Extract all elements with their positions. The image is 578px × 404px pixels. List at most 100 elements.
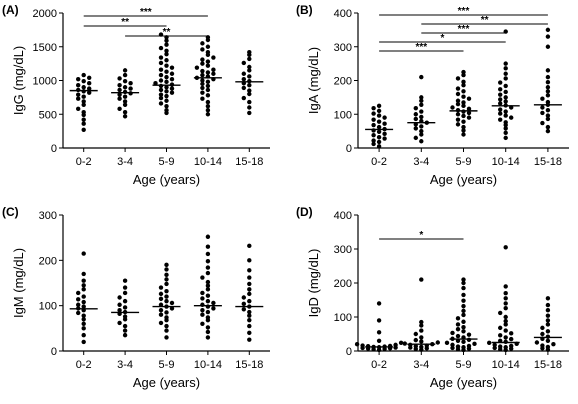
data-point <box>158 95 164 101</box>
x-tick-label: 5-9 <box>159 359 175 371</box>
data-point <box>371 122 376 128</box>
data-point <box>455 316 461 321</box>
y-tick-label: 300 <box>334 244 352 256</box>
x-tick-label: 0-2 <box>371 156 387 168</box>
x-tick-label: 10-14 <box>194 359 222 371</box>
data-point <box>540 120 545 126</box>
data-point <box>76 297 81 302</box>
data-point <box>461 119 466 124</box>
data-point <box>158 92 164 97</box>
data-point <box>205 279 211 285</box>
data-point <box>164 335 169 340</box>
data-point <box>81 271 86 277</box>
data-point <box>122 78 128 84</box>
data-point <box>158 87 164 93</box>
data-point <box>205 265 211 270</box>
data-point <box>509 115 514 120</box>
data-point <box>540 331 545 337</box>
data-point <box>81 299 86 305</box>
data-point <box>81 287 86 292</box>
data-point <box>205 99 211 105</box>
x-tick-label: 3-4 <box>117 156 133 168</box>
data-point <box>545 113 551 118</box>
data-point <box>371 132 376 138</box>
data-point <box>503 328 508 333</box>
data-point <box>247 313 252 318</box>
data-point <box>122 68 128 73</box>
data-point <box>205 59 211 64</box>
data-point <box>241 76 246 82</box>
data-point <box>461 303 466 309</box>
data-point <box>413 105 418 111</box>
data-point <box>205 293 211 298</box>
panel-2: (B) 0 100 200 300 400 0-2 3-4 5-9 10-14 15-18 Age (… <box>296 3 569 187</box>
data-point <box>81 85 86 90</box>
data-point <box>164 281 169 287</box>
y-tick-label: 0 <box>51 143 57 155</box>
significance-label: ** <box>481 15 489 26</box>
data-point <box>117 83 122 88</box>
y-tick-label: 100 <box>39 301 57 313</box>
data-point <box>545 99 551 105</box>
data-point <box>371 117 376 122</box>
data-point <box>169 76 175 82</box>
data-point <box>419 339 424 344</box>
data-point <box>247 268 252 273</box>
data-point <box>205 329 211 335</box>
data-point <box>545 44 551 49</box>
data-point <box>466 332 472 337</box>
data-point <box>158 60 164 66</box>
panel-label: (C) <box>2 205 19 219</box>
data-point <box>81 102 86 108</box>
data-point <box>247 99 252 105</box>
data-point <box>376 301 382 306</box>
data-point <box>498 97 503 102</box>
data-point <box>419 109 424 114</box>
y-tick-label: 400 <box>334 8 352 20</box>
data-point <box>81 339 86 345</box>
data-point <box>376 113 382 118</box>
data-point <box>164 328 169 333</box>
data-point <box>419 124 424 129</box>
data-point <box>455 86 461 91</box>
data-point <box>164 74 169 80</box>
x-tick-label: 10-14 <box>492 359 520 371</box>
data-point <box>200 47 205 52</box>
data-point <box>158 67 164 72</box>
x-tick-label: 15-18 <box>534 156 562 168</box>
data-point <box>382 131 387 137</box>
data-point <box>122 323 128 329</box>
data-point <box>503 83 508 89</box>
data-point <box>503 291 508 296</box>
data-point <box>503 335 508 340</box>
data-point <box>169 71 175 76</box>
data-point <box>194 65 200 70</box>
data-point <box>200 85 205 91</box>
x-tick-label: 10-14 <box>194 156 222 168</box>
x-axis-title: Age (years) <box>133 172 200 187</box>
data-point <box>419 74 424 80</box>
x-tick-label: 15-18 <box>235 359 263 371</box>
data-point <box>455 98 461 103</box>
data-point <box>376 108 382 114</box>
data-point <box>158 308 164 313</box>
data-point <box>205 315 211 320</box>
data-point <box>241 295 246 300</box>
data-point <box>503 135 508 141</box>
data-point <box>81 278 86 283</box>
data-point <box>503 301 508 306</box>
data-point <box>205 83 211 89</box>
data-point <box>164 272 169 278</box>
data-point <box>540 325 545 331</box>
data-point <box>503 345 508 350</box>
data-point <box>117 96 122 101</box>
data-point <box>200 312 205 317</box>
data-point <box>498 101 503 106</box>
x-tick-label: 10-14 <box>492 156 520 168</box>
data-point <box>419 114 424 120</box>
data-point <box>241 95 246 101</box>
data-point <box>461 79 466 85</box>
x-tick-label: 0-2 <box>76 156 92 168</box>
y-tick-label: 1500 <box>33 42 57 54</box>
